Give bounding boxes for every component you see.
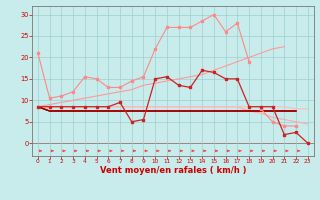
- X-axis label: Vent moyen/en rafales ( km/h ): Vent moyen/en rafales ( km/h ): [100, 166, 246, 175]
